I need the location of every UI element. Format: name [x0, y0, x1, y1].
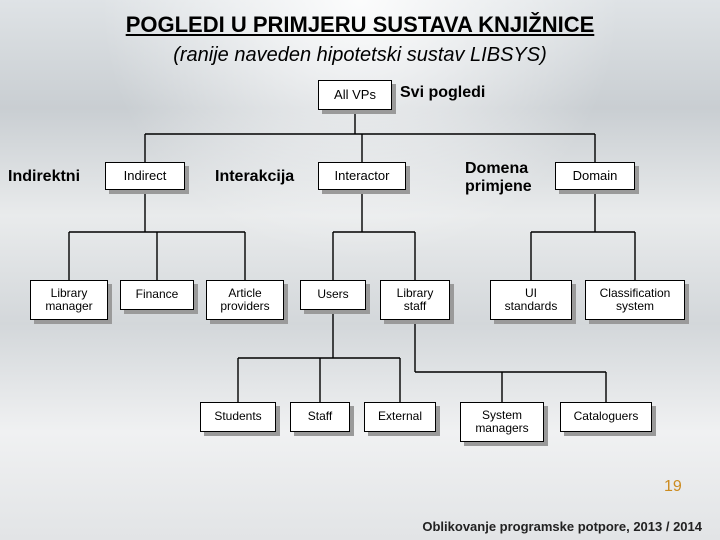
node-classif: Classificationsystem [585, 280, 685, 320]
node-sysmgr: Systemmanagers [460, 402, 544, 442]
annot-domena: Domena primjene [465, 160, 532, 196]
node-root: All VPs [318, 80, 392, 110]
node-cataloguers: Cataloguers [560, 402, 652, 432]
node-staff: Staff [290, 402, 350, 432]
node-libstaff: Librarystaff [380, 280, 450, 320]
slide-title: POGLEDI U PRIMJERU SUSTAVA KNJIŽNICE [0, 12, 720, 38]
annot-interakcija: Interakcija [215, 168, 294, 186]
slide: { "title": {"text":"POGLEDI U PRIMJERU S… [0, 0, 720, 540]
node-uistd: UIstandards [490, 280, 572, 320]
node-interactor: Interactor [318, 162, 406, 190]
annot-indirektni: Indirektni [8, 168, 80, 186]
node-article: Articleproviders [206, 280, 284, 320]
node-indirect: Indirect [105, 162, 185, 190]
footer-text: Oblikovanje programske potpore, 2013 / 2… [422, 519, 702, 534]
node-users: Users [300, 280, 366, 310]
node-external: External [364, 402, 436, 432]
node-domain: Domain [555, 162, 635, 190]
annot-svi-pogledi: Svi pogledi [400, 84, 485, 102]
slide-subtitle: (ranije naveden hipotetski sustav LIBSYS… [0, 44, 720, 67]
node-libmgr: Librarymanager [30, 280, 108, 320]
node-students: Students [200, 402, 276, 432]
page-number: 19 [664, 478, 682, 496]
node-finance: Finance [120, 280, 194, 310]
